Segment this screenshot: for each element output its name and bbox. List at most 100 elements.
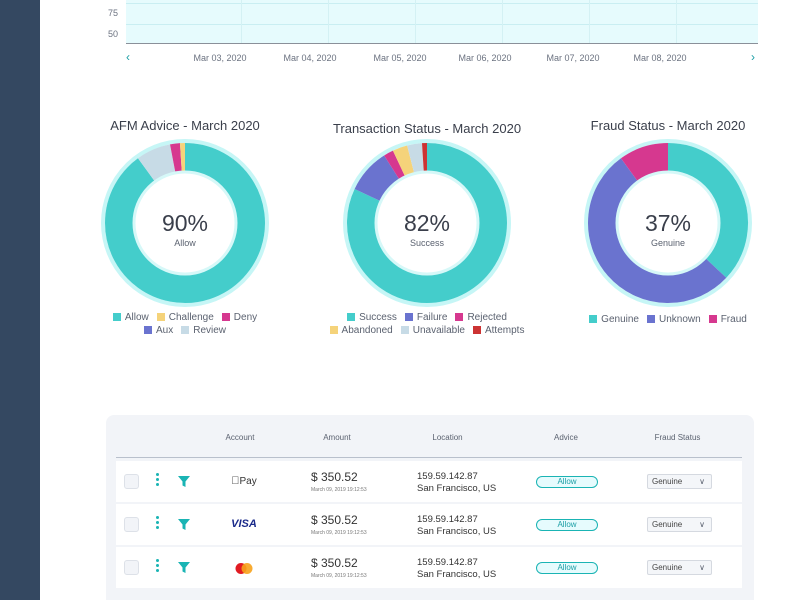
- legend-item-challenge[interactable]: Challenge: [156, 311, 214, 324]
- header-fraud-status[interactable]: Fraud Status: [654, 433, 701, 442]
- location-ip: 159.59.142.87: [417, 471, 478, 482]
- legend-label: Genuine: [601, 314, 639, 325]
- donut-slice-review[interactable]: [137, 144, 176, 182]
- legend-item-unknown[interactable]: Unknown: [646, 313, 701, 326]
- row-checkbox[interactable]: [124, 517, 139, 532]
- legend-item-aux[interactable]: Aux: [143, 324, 173, 337]
- location-city: San Francisco, US: [417, 526, 497, 537]
- y-tick-label: 75: [108, 8, 119, 18]
- chevron-left-icon[interactable]: ‹: [126, 50, 130, 64]
- center-label: Success: [410, 238, 445, 248]
- legend-swatch: [589, 315, 598, 323]
- afm-advice-chart: AFM Advice - March 2020 90% Allow Allow Chal…: [75, 118, 295, 337]
- chart-title: AFM Advice - March 2020: [110, 118, 260, 133]
- location-ip: 159.59.142.87: [417, 514, 478, 525]
- fraud-status-select[interactable]: Genuine ∨: [647, 517, 712, 532]
- center-value: 90%: [162, 210, 208, 236]
- mastercard-icon: [229, 562, 259, 578]
- chevron-down-icon: ∨: [699, 563, 705, 572]
- x-tick-label: Mar 05, 2020: [373, 53, 427, 63]
- advice-badge[interactable]: Allow: [536, 476, 598, 488]
- amount-date: March 09, 2019 19:12:53: [311, 573, 367, 579]
- donut-hole: [132, 170, 238, 276]
- legend-item-allow[interactable]: Allow: [112, 311, 149, 324]
- amount-value: $ 350.52: [311, 470, 358, 484]
- legend-item-deny[interactable]: Deny: [221, 311, 258, 324]
- header-amount[interactable]: Amount: [323, 433, 351, 442]
- donut-slice-unknown[interactable]: [588, 158, 727, 303]
- visa-icon: VISA: [231, 518, 257, 530]
- center-label: Allow: [174, 238, 196, 248]
- legend-swatch: [329, 326, 338, 334]
- donut-slice-unavailable[interactable]: [407, 143, 425, 173]
- line-chart: 75 50 ‹ Mar 03, 2020 Mar 04, 2020 Mar 05…: [108, 0, 758, 70]
- donut-chart: 37% Genuine: [584, 139, 752, 307]
- legend-swatch: [708, 315, 717, 323]
- table-row[interactable]: $ 350.52 March 09, 2019 19:12:53 159.59.…: [116, 547, 742, 588]
- filter-icon[interactable]: [178, 475, 192, 488]
- donut-slice-rejected[interactable]: [384, 150, 406, 180]
- fraud-status-select[interactable]: Genuine ∨: [647, 560, 712, 575]
- kebab-menu-icon[interactable]: [156, 473, 160, 489]
- legend-swatch: [112, 313, 121, 321]
- legend-swatch: [156, 313, 165, 321]
- legend-item-attempts[interactable]: Attempts: [472, 324, 525, 337]
- legend-label: Unknown: [658, 314, 701, 325]
- filter-icon[interactable]: [178, 561, 192, 574]
- legend-item-fraud[interactable]: Fraud: [708, 313, 747, 326]
- advice-badge[interactable]: Allow: [536, 562, 598, 574]
- chart-title: Fraud Status - March 2020: [590, 118, 746, 133]
- legend-item-review[interactable]: Review: [181, 324, 226, 337]
- donut-slice-success[interactable]: [347, 143, 507, 303]
- donut-slice-deny[interactable]: [170, 143, 182, 172]
- table-row[interactable]: VISA $ 350.52 March 09, 2019 19:12:53 15…: [116, 504, 742, 545]
- legend-swatch: [347, 313, 356, 321]
- row-checkbox[interactable]: [124, 474, 139, 489]
- chart-legend: Success Failure Rejected Abandoned Unavailab…: [317, 311, 537, 337]
- legend-swatch: [646, 315, 655, 323]
- header-location[interactable]: Location: [432, 433, 463, 442]
- donut-slice-fraud[interactable]: [620, 143, 669, 182]
- legend-label: Attempts: [484, 325, 525, 336]
- kebab-menu-icon[interactable]: [156, 559, 160, 575]
- apple-pay-icon: Pay: [231, 475, 256, 487]
- donut-slice-genuine[interactable]: [667, 143, 748, 278]
- legend-item-failure[interactable]: Failure: [404, 311, 448, 324]
- legend-label: Unavailable: [412, 325, 465, 336]
- legend-swatch: [221, 313, 230, 321]
- sidebar: [0, 0, 40, 600]
- filter-icon[interactable]: [178, 518, 192, 531]
- chevron-right-icon[interactable]: ›: [751, 50, 755, 64]
- legend-label: Challenge: [168, 312, 214, 323]
- legend-label: Failure: [416, 312, 448, 323]
- legend-swatch: [143, 326, 152, 334]
- row-checkbox[interactable]: [124, 560, 139, 575]
- legend-swatch: [404, 313, 413, 321]
- legend-label: Allow: [124, 312, 149, 323]
- legend-item-unavailable[interactable]: Unavailable: [400, 324, 465, 337]
- legend-item-abandoned[interactable]: Abandoned: [329, 324, 393, 337]
- donut-slice-failure[interactable]: [354, 155, 400, 202]
- legend-item-rejected[interactable]: Rejected: [455, 311, 507, 324]
- donut-slice-abandoned[interactable]: [392, 145, 415, 177]
- advice-badge[interactable]: Allow: [536, 519, 598, 531]
- donut-chart: 82% Success: [343, 139, 511, 307]
- x-tick-label: Mar 03, 2020: [193, 53, 247, 63]
- center-value: 37%: [645, 210, 691, 236]
- chart-legend: Genuine Unknown Fraud: [558, 313, 778, 326]
- table-row[interactable]: Pay $ 350.52 March 09, 2019 19:12:53 15…: [116, 461, 742, 502]
- donut-slice-allow[interactable]: [105, 143, 265, 303]
- kebab-menu-icon[interactable]: [156, 516, 160, 532]
- legend-item-success[interactable]: Success: [347, 311, 397, 324]
- header-advice[interactable]: Advice: [553, 433, 578, 442]
- legend-label: Deny: [233, 312, 258, 323]
- amount-value: $ 350.52: [311, 513, 358, 527]
- donut-hole: [374, 170, 480, 276]
- amount-value: $ 350.52: [311, 556, 358, 570]
- legend-label: Review: [193, 325, 227, 336]
- fraud-status-select[interactable]: Genuine ∨: [647, 474, 712, 489]
- header-account[interactable]: Account: [225, 433, 255, 442]
- legend-item-genuine[interactable]: Genuine: [589, 313, 639, 326]
- donut-chart: 90% Allow: [101, 139, 269, 307]
- chevron-down-icon: ∨: [699, 520, 705, 529]
